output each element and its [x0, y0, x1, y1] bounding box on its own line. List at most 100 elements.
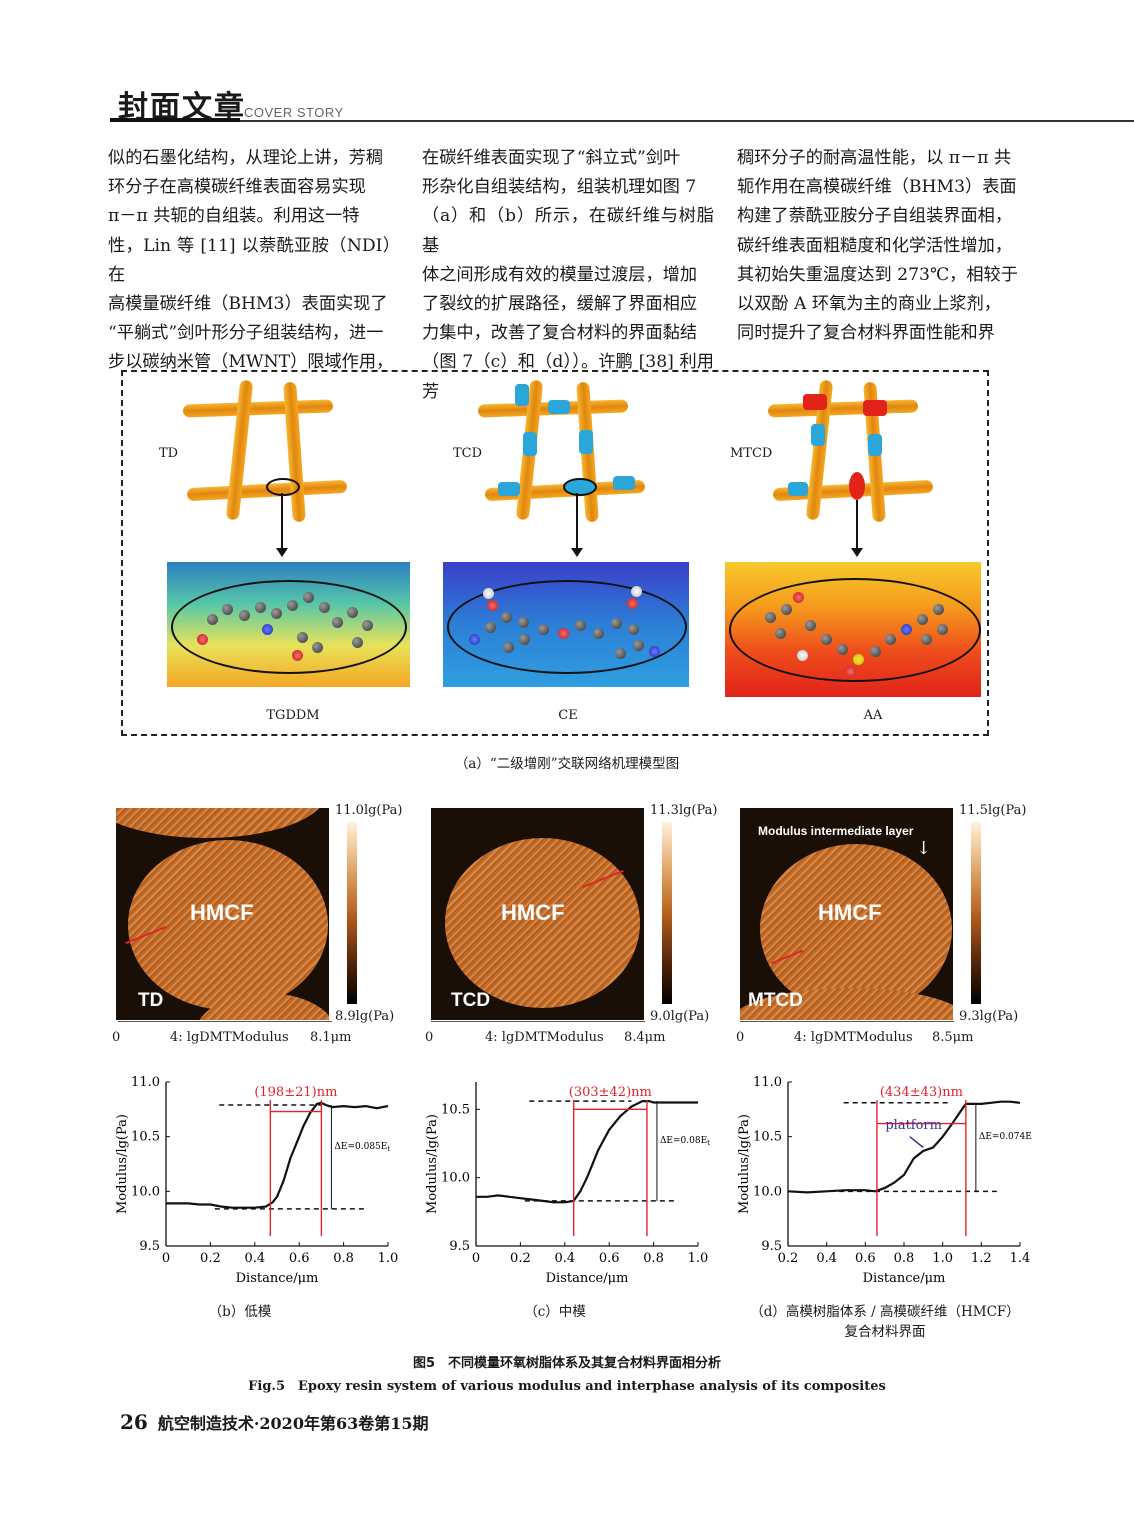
text-line: （图 7（c）和（d））。许鹏 [38] 利用芳 [422, 352, 714, 402]
delta-e-subscript: t [387, 1145, 390, 1153]
y-tick-label: 10.5 [131, 1130, 160, 1145]
text-line: 环分子在高模碳纤维表面容易实现 [108, 177, 366, 198]
scale-start: 0 [736, 1030, 745, 1045]
x-tick-label: 0.8 [643, 1251, 664, 1266]
colorbar-max: 11.3lg(Pa) [650, 803, 718, 818]
y-tick-label: 10.0 [131, 1184, 160, 1199]
x-axis-label: Distance/μm [236, 1271, 319, 1286]
interphase-width-label: (198±21)nm [254, 1085, 337, 1100]
x-tick-label: 0.6 [599, 1251, 620, 1266]
text-column-1: 似的石墨化结构，从理论上讲，芳稠 环分子在高模碳纤维表面容易实现 π－π 共轭的… [108, 144, 400, 378]
figure-a-caption: （a）“二级增刚”交联网络机理模型图 [454, 756, 680, 772]
y-tick-label: 11.0 [131, 1075, 160, 1090]
x-tick-label: 0.2 [200, 1251, 221, 1266]
text-line: “平躺式”剑叶形分子组装结构，进一 [108, 323, 384, 344]
modulus-profile-chart-d: 0.2 0.4 0.6 0.8 1.0 1.2 1.4 9.5 10.0 10.5 11.0 Dist… [737, 1075, 1032, 1286]
colorbar-td [347, 822, 357, 1004]
x-tick-label: 1.2 [971, 1251, 992, 1266]
modulus-profile-chart-c: 0 0.2 0.4 0.6 0.8 1.0 9.5 10.0 10.5 Distance/μm Mo… [425, 1082, 710, 1286]
afm-center-label: HMCF [501, 900, 565, 925]
x-axis-label: Distance/μm [546, 1271, 629, 1286]
colorbar-min: 9.0lg(Pa) [650, 1009, 710, 1024]
colorbar-min: 8.9lg(Pa) [335, 1009, 395, 1024]
text-line: 碳纤维表面粗糙度和化学活性增加， [737, 235, 1013, 256]
y-tick-label: 10.0 [753, 1184, 782, 1199]
scale-channel: 4: lgDMTModulus [794, 1030, 913, 1045]
modulus-series-line [166, 1101, 389, 1209]
x-tick-label: 0.2 [778, 1251, 799, 1266]
header-rule [110, 120, 1134, 122]
text-line: 体之间形成有效的模量过渡层，增加 [422, 264, 698, 285]
x-tick-label: 1.0 [932, 1251, 953, 1266]
text-line: 高模量碳纤维（BHM3）表面实现了 [108, 294, 388, 315]
colorbar-min: 9.3lg(Pa) [959, 1009, 1019, 1024]
page-footer: 26 航空制造技术·2020年第63卷第15期 [120, 1410, 428, 1434]
afm-center-label: HMCF [190, 900, 254, 925]
delta-e-label: ΔE=0.08Et [660, 1136, 710, 1147]
text-line: 了裂纹的扩展路径，缓解了界面相应 [422, 294, 698, 315]
text-line: 其初始失重温度达到 273℃，相较于 [737, 264, 1018, 285]
journal-info: 航空制造技术·2020年第63卷第15期 [157, 1414, 429, 1433]
scale-start: 0 [425, 1030, 434, 1045]
colorbar-max: 11.5lg(Pa) [959, 803, 1027, 818]
modulus-series-line [476, 1099, 698, 1204]
scale-end: 8.5μm [932, 1030, 974, 1045]
molecule-label-ce: CE [558, 708, 578, 723]
text-line: 轭作用在高模碳纤维（BHM3）表面 [737, 177, 1017, 198]
x-axis-label: Distance/μm [863, 1271, 946, 1286]
x-tick-label: 0.4 [554, 1251, 575, 1266]
scale-channel: 4: lgDMTModulus [485, 1030, 604, 1045]
interphase-width-label: (434±43)nm [880, 1085, 963, 1100]
arrow-down-icon: ↓ [916, 838, 932, 859]
page-number: 26 [120, 1410, 148, 1434]
afm-sample-label: TD [138, 990, 164, 1011]
y-tick-label: 9.5 [761, 1239, 782, 1254]
x-tick-label: 0.8 [894, 1251, 915, 1266]
text-line: （a）和（b）所示，在碳纤维与树脂基 [422, 206, 714, 256]
x-tick-label: 0.4 [816, 1251, 837, 1266]
afm-annotation: Modulus intermediate layer [758, 824, 914, 838]
y-tick-label: 9.5 [449, 1239, 470, 1254]
modulus-series-line [787, 1100, 1021, 1194]
x-tick-label: 0.4 [244, 1251, 265, 1266]
caption-c: （c）中模 [524, 1304, 586, 1320]
section-subtitle: COVER STORY [244, 105, 344, 120]
text-line: 在碳纤维表面实现了“斜立式”剑叶 [422, 148, 681, 168]
figure-caption-cn: 图5 不同模量环氧树脂体系及其复合材料界面相分析 [412, 1356, 722, 1371]
text-line: 以双酚 A 环氧为主的商业上浆剂， [737, 294, 1001, 315]
text-line: π－π 共轭的自组装。利用这一特 [108, 206, 360, 227]
colorbar-tcd [662, 822, 672, 1004]
text-line: 性，Lin 等 [11] 以萘酰亚胺（NDI）在 [108, 235, 400, 285]
text-line: 力集中，改善了复合材料的界面黏结 [422, 323, 698, 344]
caption-d-line2: 复合材料界面 [844, 1324, 926, 1340]
text-line: 同时提升了复合材料界面性能和界 [737, 323, 995, 344]
platform-label: platform [885, 1118, 942, 1133]
text-line: 构建了萘酰亚胺分子自组装界面相， [737, 206, 1013, 227]
molecule-panel-tgddm [167, 562, 410, 687]
y-tick-label: 10.5 [753, 1130, 782, 1145]
delta-e-label: ΔE=0.074Et [979, 1132, 1032, 1143]
afm-center-label: HMCF [818, 900, 882, 925]
x-tick-label: 0.6 [855, 1251, 876, 1266]
text-column-3: 稠环分子的耐高温性能，以 π－π 共 轭作用在高模碳纤维（BHM3）表面 构建了… [737, 144, 1029, 348]
x-tick-label: 0 [472, 1251, 480, 1266]
figure-a-mechanism-model: TD TGDDM TCD [121, 370, 989, 736]
molecule-label-aa: AA [863, 708, 883, 723]
scale-end: 8.4μm [624, 1030, 666, 1045]
panel-label-mtcd: MTCD [730, 446, 773, 461]
x-tick-label: 0.6 [289, 1251, 310, 1266]
x-tick-label: 1.0 [378, 1251, 399, 1266]
panel-label-tcd: TCD [453, 446, 483, 461]
x-tick-label: 1.0 [688, 1251, 709, 1266]
x-tick-label: 1.4 [1010, 1251, 1031, 1266]
figure-caption-en: Fig.5 Epoxy resin system of various modu… [248, 1379, 886, 1394]
platform-arrow-icon [909, 1136, 924, 1149]
text-column-2: 在碳纤维表面实现了“斜立式”剑叶 形杂化自组装结构，组装机理如图 7 （a）和（… [422, 144, 714, 407]
header-rule-accent [110, 118, 240, 122]
molecule-label-tgddm: TGDDM [266, 708, 320, 723]
y-tick-label: 10.5 [441, 1102, 470, 1117]
delta-e-label: ΔE=0.085Et [334, 1142, 390, 1153]
caption-b: （b）低模 [208, 1304, 272, 1320]
afm-image-mtcd: Modulus intermediate layer ↓ HMCF MTCD [740, 808, 953, 1020]
scale-end: 8.1μm [310, 1030, 352, 1045]
